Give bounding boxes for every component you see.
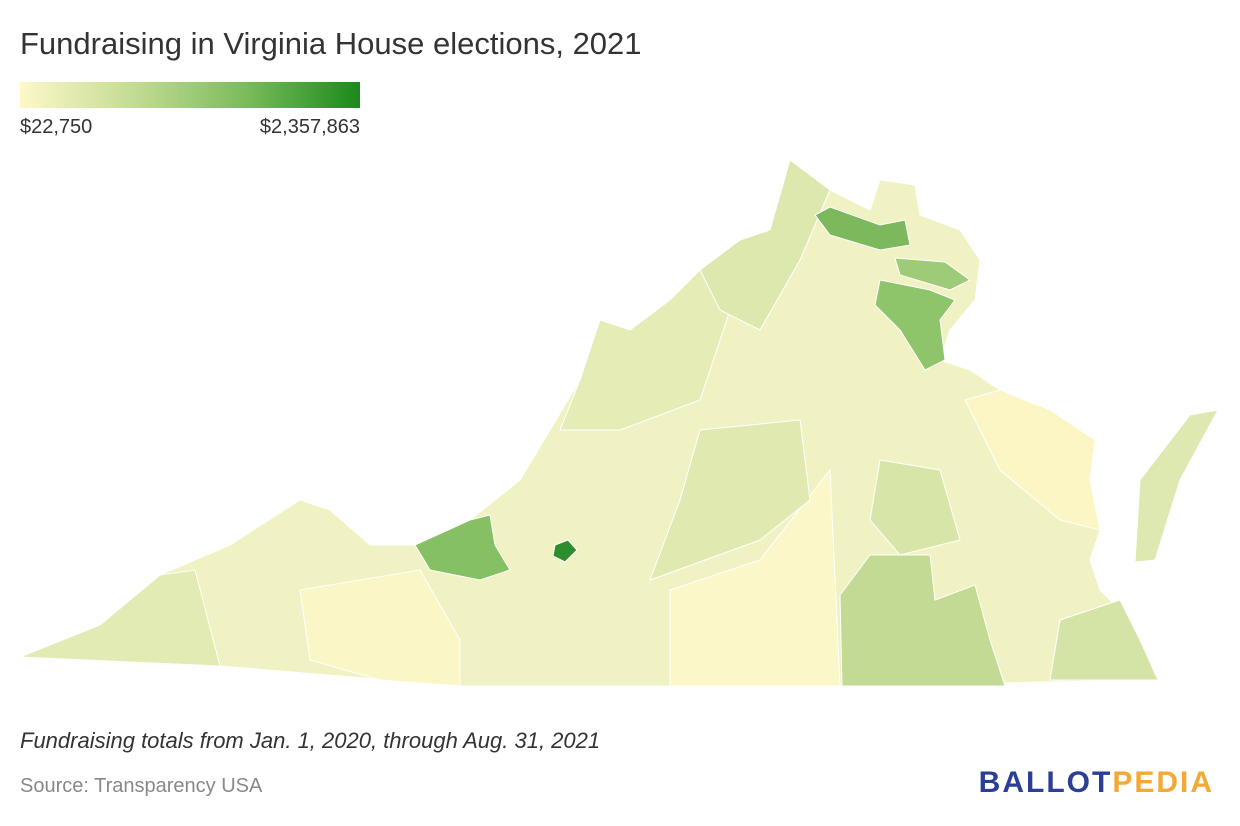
eastern-shore — [1134, 409, 1219, 563]
title: Fundraising in Virginia House elections,… — [20, 26, 642, 61]
district — [874, 279, 956, 371]
map — [19, 159, 1219, 687]
district — [839, 554, 1006, 687]
legend-bar — [20, 82, 360, 108]
district — [649, 419, 811, 581]
district — [869, 459, 961, 556]
district — [1049, 599, 1159, 681]
logo: BALLOTPEDIA — [979, 766, 1214, 799]
note: Fundraising totals from Jan. 1, 2020, th… — [20, 728, 600, 753]
district — [669, 468, 841, 687]
district — [414, 514, 511, 581]
source: Source: Transparency USA — [20, 775, 263, 797]
district — [894, 257, 971, 291]
district — [964, 389, 1101, 531]
district — [552, 539, 578, 563]
district — [699, 159, 831, 331]
district — [19, 569, 221, 667]
legend-min: $22,750 — [20, 116, 92, 138]
logo-part: PEDIA — [1112, 766, 1214, 799]
logo-part: BALLOT — [979, 766, 1113, 799]
legend-max: $2,357,863 — [260, 116, 360, 138]
district — [299, 569, 461, 687]
district — [814, 206, 911, 251]
